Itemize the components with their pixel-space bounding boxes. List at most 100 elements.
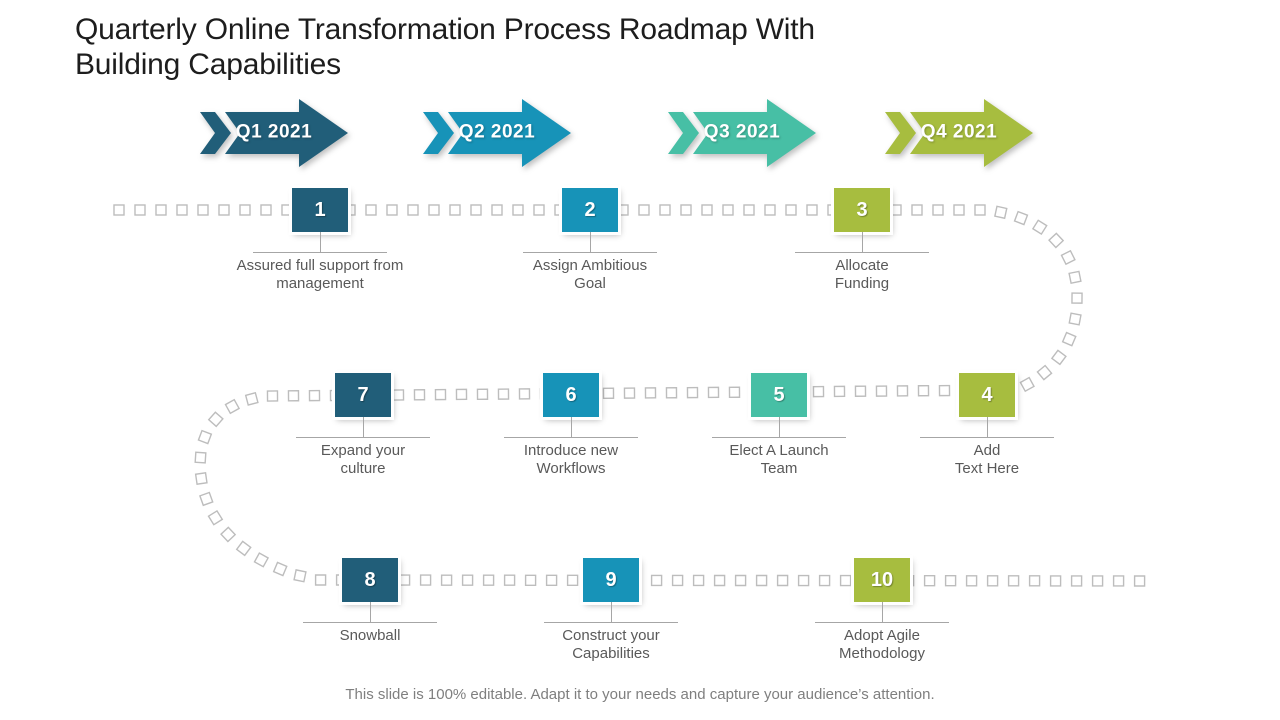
milestone-number: 3 (856, 198, 868, 221)
route-square (1048, 232, 1065, 249)
route-square (155, 204, 167, 216)
route-square (1060, 249, 1076, 266)
route-square (923, 574, 936, 587)
milestone-box-7: 7 (335, 373, 391, 417)
milestone-caption-10: Adopt Agile Methodology (787, 602, 977, 663)
route-square (650, 574, 663, 587)
quarter-arrow-q4: Q4 2021 (885, 98, 1033, 168)
quarter-arrow-q1: Q1 2021 (200, 98, 348, 168)
milestone-caption-2: Assign Ambitious Goal (495, 232, 685, 293)
route-square (755, 574, 768, 587)
caption-text: Assign Ambitious Goal (532, 257, 648, 292)
caption-rule (920, 437, 1054, 438)
route-square (134, 204, 146, 216)
milestone-number: 2 (584, 198, 596, 221)
caption-text: Construct your Capabilities (562, 627, 660, 662)
route-square (896, 385, 909, 397)
route-square (1112, 575, 1125, 587)
leader-line (779, 417, 780, 437)
route-square (1031, 219, 1048, 236)
route-square (1070, 575, 1083, 587)
route-square (776, 574, 789, 587)
route-square (1028, 575, 1041, 587)
route-square (854, 385, 867, 397)
milestone-caption-8: Snowball (275, 602, 465, 645)
route-square (707, 386, 720, 399)
route-square (818, 574, 831, 587)
route-square (293, 569, 307, 583)
route-square (701, 204, 713, 216)
route-square (392, 389, 405, 401)
route-square (1019, 376, 1035, 393)
quarter-label: Q4 2021 (920, 121, 998, 143)
caption-text: Adopt Agile Methodology (839, 627, 925, 662)
milestone-number: 1 (314, 198, 326, 221)
caption-rule (296, 437, 430, 438)
route-square (806, 204, 818, 216)
milestone-box-1: 1 (292, 188, 348, 232)
milestone-box-9: 9 (583, 558, 639, 602)
route-square (638, 204, 650, 216)
leader-line (862, 232, 863, 252)
route-square (659, 204, 671, 216)
milestone-caption-1: Assured full support from management (225, 232, 415, 293)
route-square (239, 204, 251, 216)
route-square (176, 204, 188, 216)
route-square (743, 204, 755, 216)
route-square (1091, 575, 1104, 587)
route-square (461, 574, 474, 586)
caption-rule (795, 252, 929, 253)
caption-text: Add Text Here (954, 442, 1020, 477)
route-square (365, 204, 377, 216)
route-square (524, 574, 537, 587)
route-square (194, 472, 208, 485)
route-square (833, 385, 846, 398)
route-square (407, 204, 419, 216)
route-square (545, 574, 558, 587)
route-square (253, 552, 270, 568)
route-square (938, 384, 951, 397)
block-arrow-icon (668, 99, 816, 167)
route-square (476, 388, 489, 401)
leader-line (363, 417, 364, 437)
route-square (944, 574, 957, 587)
route-square (1013, 210, 1029, 226)
route-square (199, 491, 214, 507)
route-square (890, 204, 902, 216)
route-square (617, 204, 629, 216)
route-square (1133, 575, 1146, 587)
route-square (1068, 312, 1082, 326)
route-square (764, 204, 776, 216)
caption-rule (523, 252, 657, 253)
route-square (260, 204, 272, 216)
leader-line (590, 232, 591, 252)
route-square (1036, 364, 1053, 381)
route-square (623, 387, 636, 399)
milestone-box-10: 10 (854, 558, 910, 602)
route-square (965, 575, 978, 587)
route-square (986, 575, 999, 587)
route-square (220, 526, 237, 543)
route-square (308, 389, 321, 402)
route-square (785, 204, 797, 216)
route-square (197, 204, 209, 216)
milestone-number: 8 (364, 568, 376, 591)
route-square (491, 204, 503, 216)
milestone-caption-6: Introduce new Workflows (476, 417, 666, 478)
quarter-label: Q1 2021 (235, 121, 313, 143)
leader-line (370, 602, 371, 622)
milestone-caption-3: Allocate Funding (767, 232, 957, 293)
route-square (398, 574, 411, 586)
quarter-arrow-q3: Q3 2021 (668, 98, 816, 168)
route-square (602, 387, 615, 400)
caption-text: Introduce new Workflows (523, 442, 619, 477)
leader-line (611, 602, 612, 622)
milestone-box-6: 6 (543, 373, 599, 417)
route-square (413, 389, 426, 401)
caption-rule (712, 437, 846, 438)
route-square (419, 574, 432, 586)
route-square (686, 386, 699, 399)
route-square (953, 204, 965, 216)
route-square (194, 451, 207, 464)
